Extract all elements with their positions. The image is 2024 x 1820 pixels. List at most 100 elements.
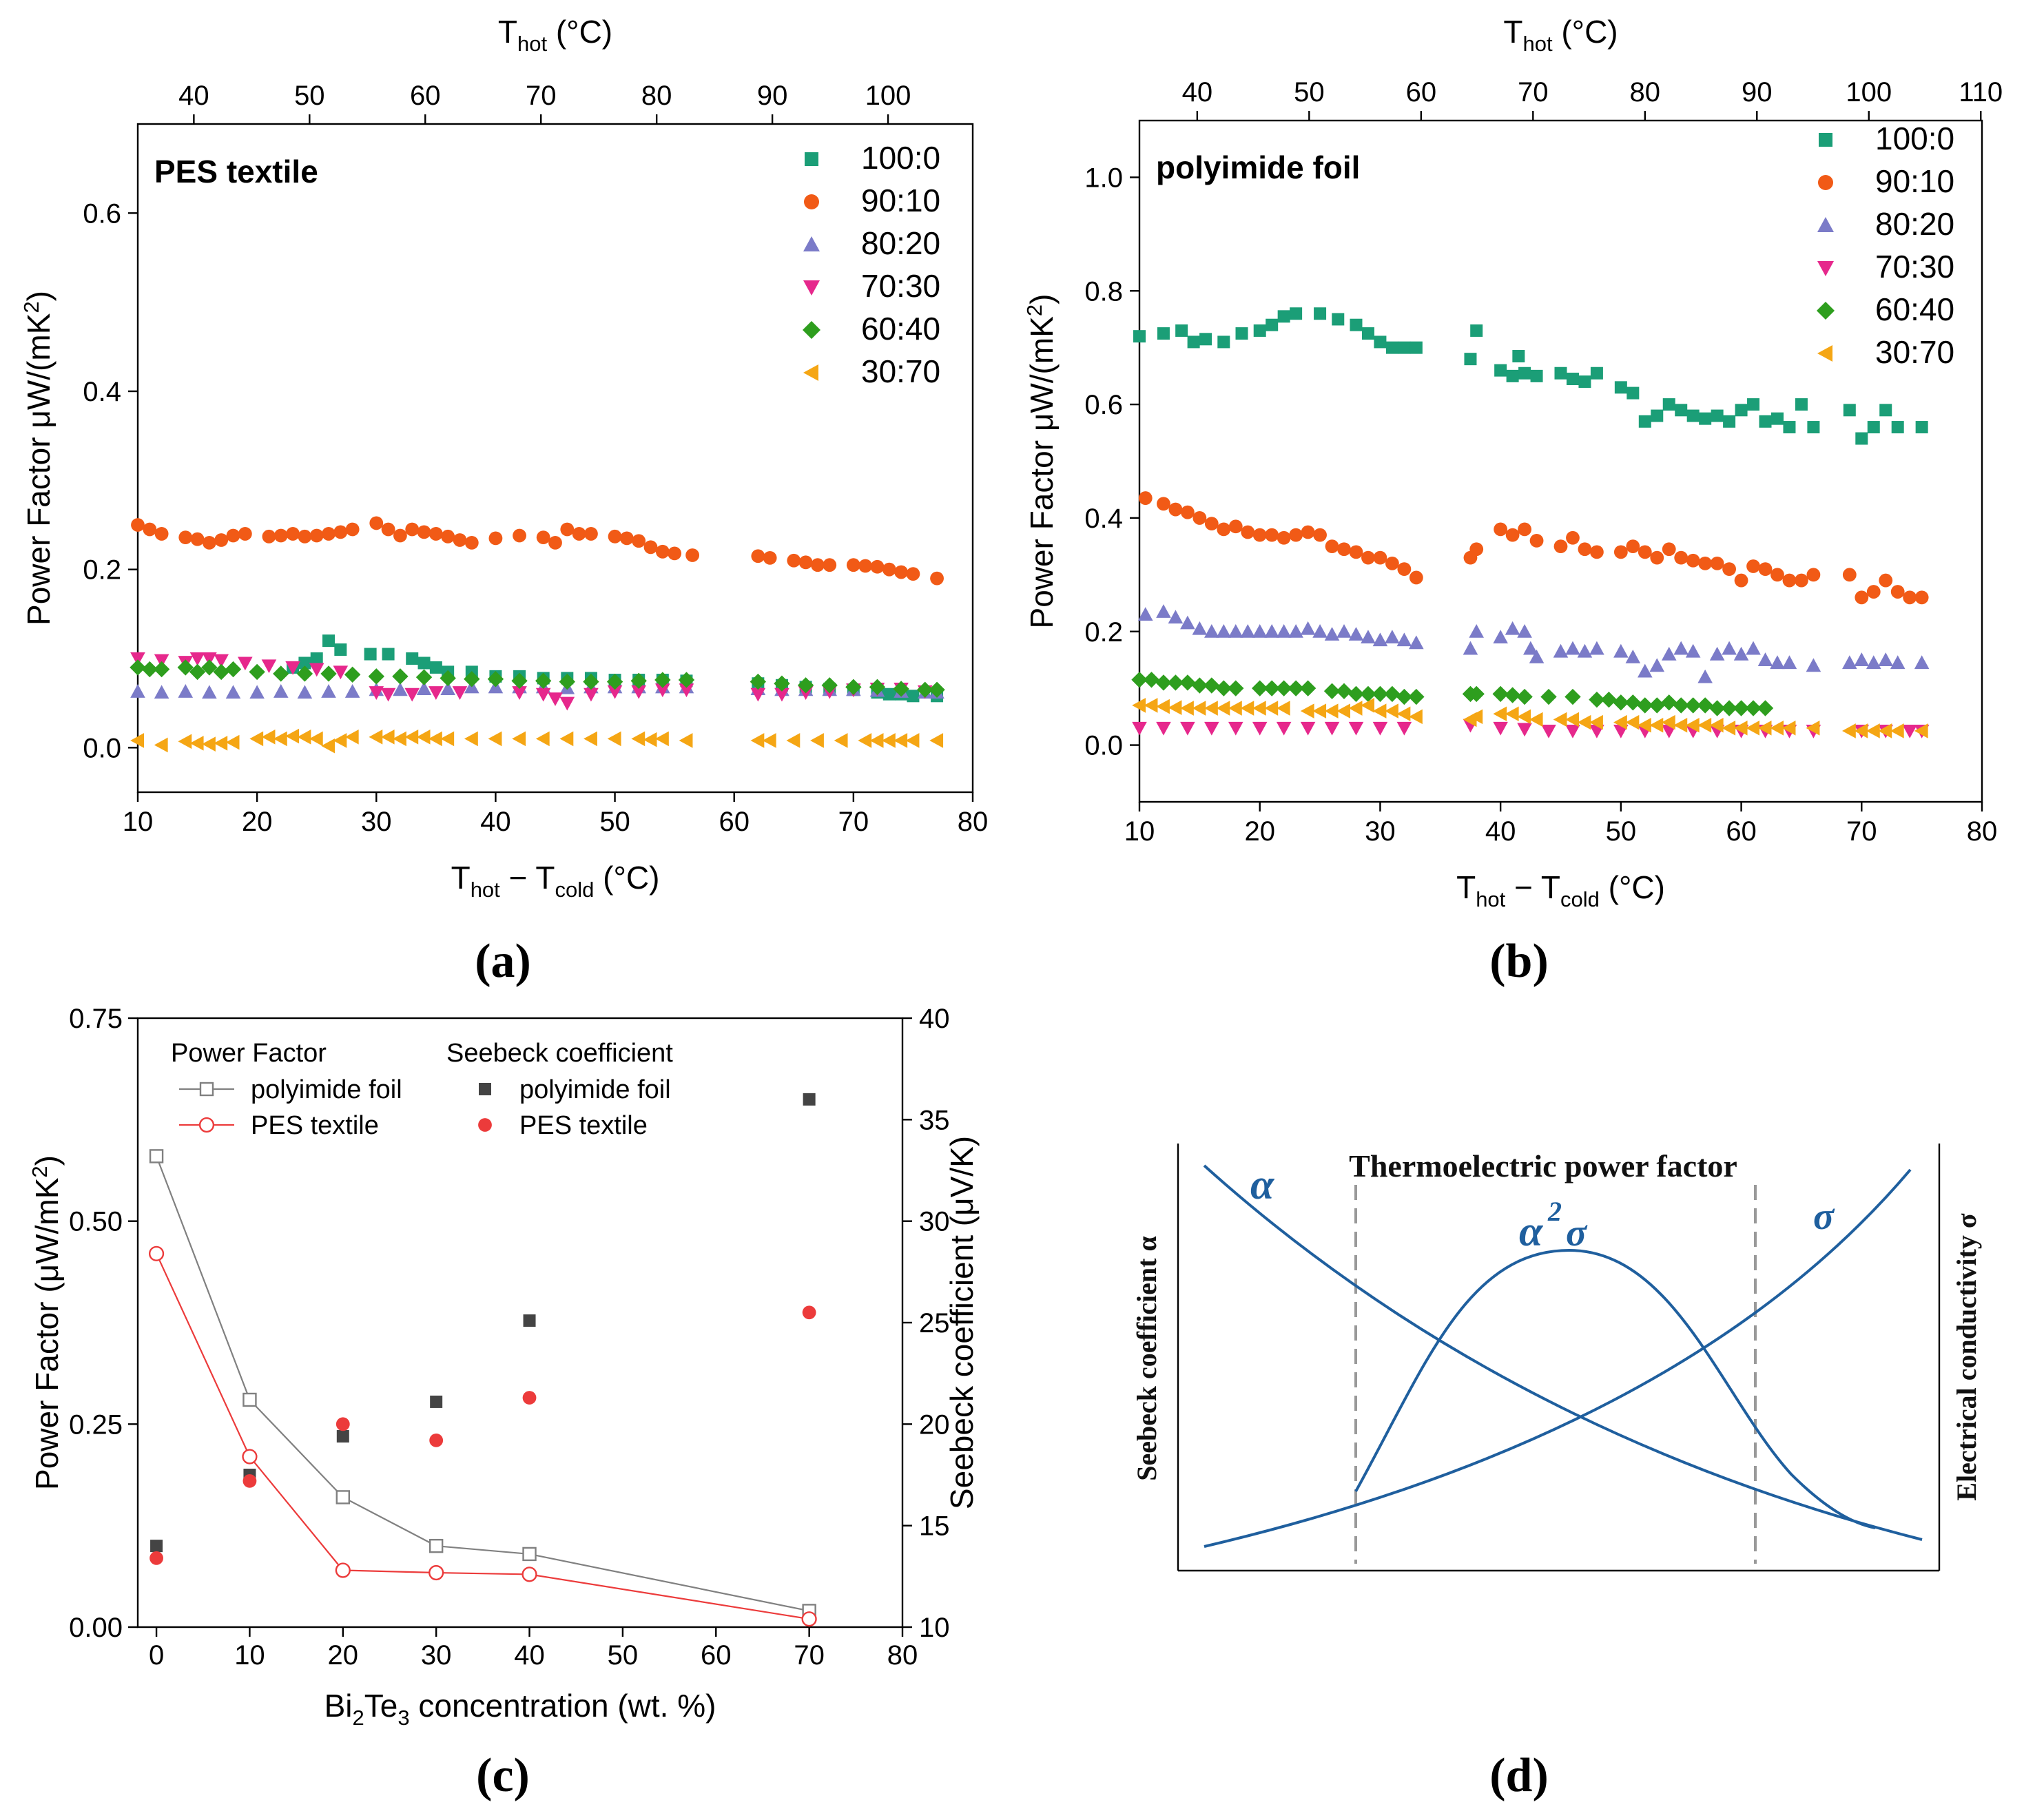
data-point [1398, 341, 1411, 354]
data-point [1300, 621, 1316, 635]
data-point [1879, 573, 1893, 588]
data-point [801, 1611, 817, 1627]
panel-d-label: (d) [1489, 1749, 1549, 1802]
data-point [1565, 641, 1580, 655]
y-tick-label: 0.6 [83, 198, 121, 229]
top-x-tick-label: 100 [1846, 77, 1892, 107]
y-axis-title-part: Power Factor μW/(mK [21, 313, 56, 625]
data-point [1517, 723, 1532, 737]
x-axis-title: Thot − Tcold (°C) [1456, 869, 1665, 911]
data-point [1372, 685, 1389, 703]
data-point [440, 731, 455, 747]
data-point [1890, 585, 1905, 599]
x-tick-label: 60 [719, 807, 750, 837]
data-point [1722, 562, 1737, 576]
x-tick-label: 20 [328, 1640, 359, 1671]
data-point [1684, 697, 1702, 714]
panel-d-title: Thermoelectric power factor [1349, 1148, 1737, 1183]
data-point [1733, 721, 1748, 736]
data-point [1156, 604, 1171, 618]
top-x-tick-label: 60 [410, 81, 441, 111]
series-60-40 [130, 659, 945, 698]
data-point [1276, 721, 1292, 736]
data-point [1806, 721, 1820, 736]
data-point [249, 731, 264, 747]
data-point [1494, 522, 1508, 537]
data-point [668, 546, 682, 561]
y2-axis-title: Seebeck coefficient (μV/K) [944, 1136, 980, 1509]
legend-marker [1817, 302, 1835, 320]
panel-b-title: polyimide foil [1156, 149, 1360, 185]
panel-c-label: (c) [476, 1749, 530, 1802]
data-point [344, 666, 361, 683]
y-tick-label: 0.00 [69, 1613, 123, 1643]
data-point [869, 733, 884, 748]
data-point [1324, 627, 1340, 641]
data-point [381, 522, 395, 537]
data-point [1698, 556, 1713, 570]
data-point [1199, 333, 1212, 346]
data-point [1241, 525, 1255, 539]
data-point [1290, 307, 1303, 320]
data-point [1770, 412, 1784, 425]
y-axis-title-part: 2 [1022, 304, 1046, 316]
data-point [1300, 703, 1314, 718]
data-point [1252, 680, 1268, 696]
data-point [1613, 714, 1627, 730]
data-point [869, 679, 886, 696]
data-point [441, 529, 455, 544]
data-point [242, 1449, 258, 1465]
data-point [1336, 683, 1352, 699]
data-point [1143, 672, 1160, 688]
data-point [1204, 517, 1219, 531]
data-point [1155, 674, 1172, 691]
series-power-factor-polyimide-foil [149, 1149, 816, 1618]
data-point [488, 531, 503, 546]
data-point [1709, 646, 1725, 661]
data-point [511, 672, 528, 690]
legend-label: 30:70 [1875, 334, 1954, 370]
data-point [1252, 721, 1268, 736]
data-point [774, 687, 789, 702]
data-point [369, 730, 383, 745]
x-tick-label: 0 [149, 1640, 164, 1671]
data-point [797, 677, 814, 694]
data-point [1807, 421, 1820, 434]
data-point [336, 1430, 349, 1443]
data-point [1175, 324, 1188, 337]
x-tick-label: 50 [599, 807, 630, 837]
pf-sigma-label: σ [1566, 1212, 1588, 1254]
data-point [522, 1547, 537, 1562]
data-point [333, 525, 348, 539]
data-point [249, 685, 265, 699]
data-point [178, 684, 194, 698]
data-point [1685, 643, 1701, 658]
data-point [1746, 559, 1760, 573]
data-point [249, 663, 265, 681]
legend-label: 30:70 [861, 353, 940, 389]
data-point [309, 731, 323, 747]
data-point [1350, 318, 1363, 331]
sigma-label: σ [1813, 1195, 1835, 1238]
x-axis-title-part: 2 [352, 1706, 364, 1730]
y2-tick-label: 15 [919, 1511, 950, 1542]
data-point [1661, 694, 1677, 711]
top-x-tick-label: 60 [1406, 77, 1437, 107]
x-axis-title-part: 3 [397, 1706, 409, 1730]
x-axis-title-part: (°C) [594, 860, 659, 896]
data-point [1697, 669, 1713, 683]
data-point [1216, 701, 1230, 716]
data-point [1300, 721, 1316, 736]
data-point [242, 1473, 257, 1488]
data-point [1529, 712, 1543, 727]
data-point [1517, 623, 1532, 638]
y-tick-label: 0.25 [69, 1409, 123, 1440]
data-point [1204, 677, 1220, 694]
data-point [1637, 697, 1653, 714]
data-point [894, 733, 908, 748]
top-x-tick-label: 80 [1630, 77, 1661, 107]
legend-marker [803, 364, 818, 381]
data-point [453, 533, 467, 547]
top-axis-title-part: hot [517, 32, 547, 56]
data-point [1649, 717, 1664, 733]
